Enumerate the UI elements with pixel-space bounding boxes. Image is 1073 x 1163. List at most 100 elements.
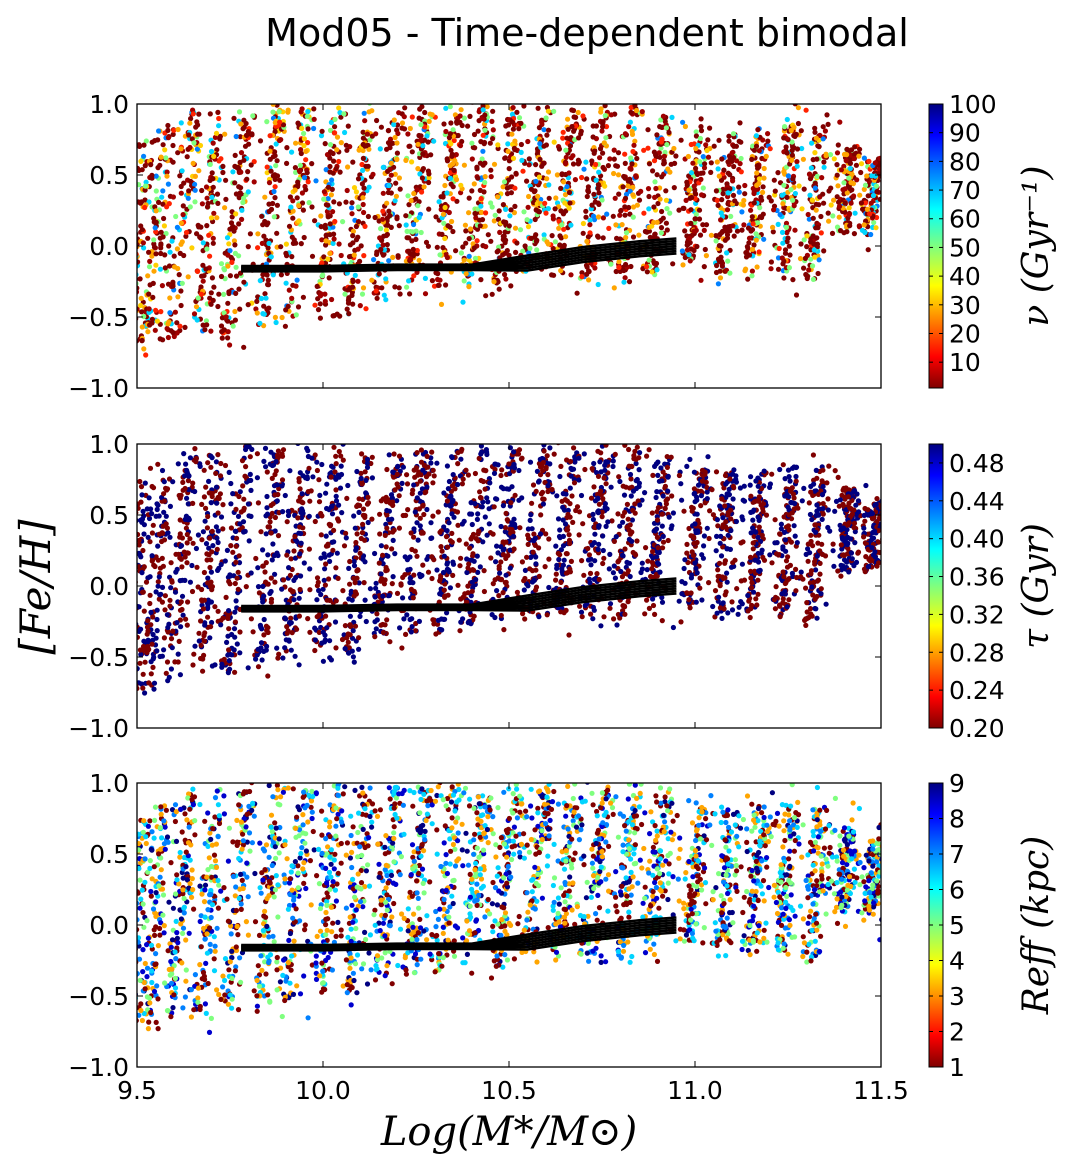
data-point [305, 126, 311, 132]
data-point [419, 104, 425, 110]
data-point [351, 659, 357, 665]
data-point [232, 152, 238, 158]
data-point [208, 500, 214, 506]
data-point [579, 274, 585, 280]
data-point [848, 200, 854, 206]
data-point [513, 249, 519, 255]
data-point [247, 454, 253, 460]
data-point [772, 188, 778, 194]
data-point [380, 496, 386, 502]
data-point [212, 604, 218, 610]
data-point [482, 179, 488, 186]
data-point [306, 513, 312, 519]
data-point [349, 211, 355, 217]
data-point [330, 209, 336, 215]
data-point [466, 253, 472, 259]
data-point [858, 200, 865, 206]
data-point [741, 197, 747, 204]
data-point [714, 197, 720, 203]
data-point [489, 291, 495, 297]
data-point [785, 173, 792, 179]
data-point [605, 163, 612, 169]
data-point [386, 592, 392, 599]
data-point [378, 543, 384, 549]
data-point [139, 324, 145, 330]
data-point [701, 227, 707, 233]
data-point [170, 142, 176, 149]
data-point [646, 161, 653, 167]
data-point [121, 534, 126, 539]
data-point [619, 222, 625, 228]
data-point [661, 153, 668, 159]
data-point [332, 116, 338, 122]
data-point [359, 530, 365, 536]
data-point [814, 235, 820, 241]
data-point [853, 162, 860, 168]
data-point [441, 553, 447, 559]
data-point [350, 233, 356, 239]
data-point [396, 175, 402, 181]
data-point [227, 226, 233, 232]
data-point [718, 217, 724, 223]
data-point [491, 218, 497, 224]
data-point [445, 223, 451, 229]
data-point [322, 260, 329, 266]
data-point [331, 199, 337, 205]
data-point [890, 181, 895, 186]
data-point [225, 318, 231, 324]
data-point [866, 158, 872, 164]
data-point [137, 542, 142, 548]
data-point [587, 230, 593, 236]
data-point [585, 189, 592, 195]
data-point [326, 275, 332, 281]
data-point [240, 519, 247, 525]
data-point [533, 178, 539, 184]
data-point [292, 187, 298, 193]
data-point [232, 242, 238, 248]
data-point [386, 208, 392, 214]
data-point [626, 124, 632, 130]
data-point [129, 218, 134, 223]
data-point [233, 598, 239, 604]
data-point [322, 637, 328, 643]
data-point [812, 185, 818, 191]
data-point [193, 432, 198, 437]
data-point [426, 175, 432, 181]
data-point [426, 206, 432, 212]
data-point [546, 182, 552, 188]
data-point [424, 133, 430, 139]
data-point [287, 468, 293, 474]
data-point [441, 220, 447, 226]
data-point [856, 223, 862, 229]
data-point [836, 214, 842, 220]
data-point [245, 129, 251, 135]
data-point [482, 160, 488, 166]
data-point [383, 227, 389, 233]
data-point [720, 191, 726, 197]
data-point [792, 190, 799, 197]
data-point [447, 585, 453, 591]
data-point [226, 626, 232, 632]
data-point [227, 273, 233, 279]
data-point [622, 195, 629, 201]
data-point [214, 215, 220, 221]
data-point [431, 138, 437, 144]
data-point [260, 547, 266, 553]
data-point [687, 195, 693, 201]
data-point [167, 249, 173, 255]
data-point [209, 275, 215, 281]
data-point [170, 194, 176, 200]
data-point [336, 241, 342, 247]
data-point [237, 489, 243, 495]
data-point [754, 163, 760, 169]
data-point [367, 104, 373, 106]
data-point [128, 630, 133, 635]
data-point [214, 546, 220, 553]
data-point [229, 214, 235, 220]
data-point [788, 187, 794, 193]
data-point [669, 114, 675, 120]
data-point [373, 131, 379, 137]
data-point [634, 202, 641, 208]
data-point [449, 218, 455, 225]
data-point [361, 253, 367, 259]
